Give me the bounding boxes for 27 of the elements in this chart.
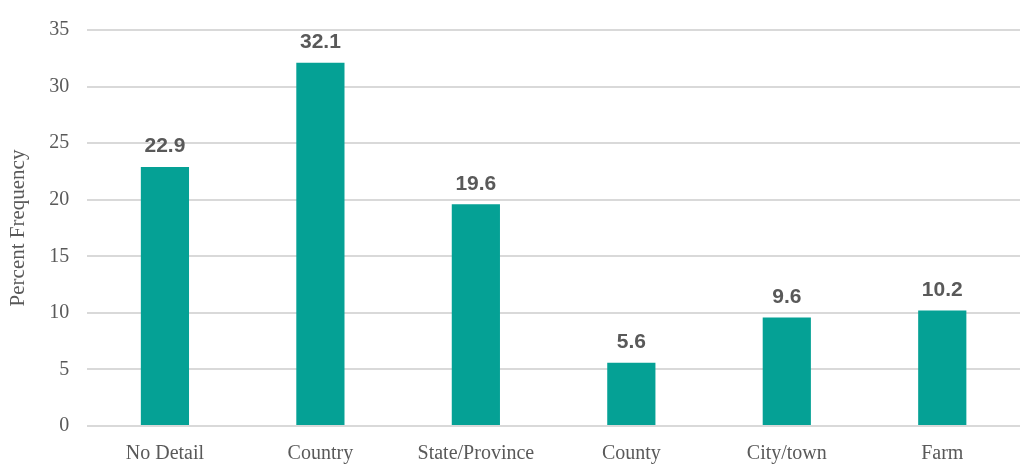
data-label: 22.9 xyxy=(144,133,186,157)
y-tick-label: 25 xyxy=(49,130,70,153)
data-label: 9.6 xyxy=(772,283,802,307)
bar xyxy=(296,62,345,425)
bar xyxy=(451,204,500,425)
bar xyxy=(140,166,190,425)
x-tick-label: State/Province xyxy=(417,441,535,464)
y-tick-label: 30 xyxy=(49,73,70,96)
y-tick-label: 0 xyxy=(59,413,70,436)
data-label: 10.2 xyxy=(921,276,963,300)
y-axis-title: Percent Frequency xyxy=(5,149,30,307)
data-label: 19.6 xyxy=(455,170,497,194)
x-tick-label: Farm xyxy=(921,441,964,464)
x-tick-label: No Detail xyxy=(125,441,205,464)
y-tick-label: 35 xyxy=(49,17,70,40)
data-label: 32.1 xyxy=(299,29,342,53)
bar xyxy=(607,362,656,425)
bar xyxy=(918,310,967,425)
y-tick-label: 15 xyxy=(49,243,70,266)
x-tick-label: County xyxy=(601,441,661,465)
x-tick-label: City/town xyxy=(746,441,827,465)
x-tick-label: Country xyxy=(287,441,354,465)
bar xyxy=(762,317,811,425)
y-tick-label: 20 xyxy=(49,186,70,209)
y-tick-label: 10 xyxy=(49,300,70,323)
data-label: 5.6 xyxy=(616,328,646,352)
y-tick-label: 5 xyxy=(59,356,70,379)
